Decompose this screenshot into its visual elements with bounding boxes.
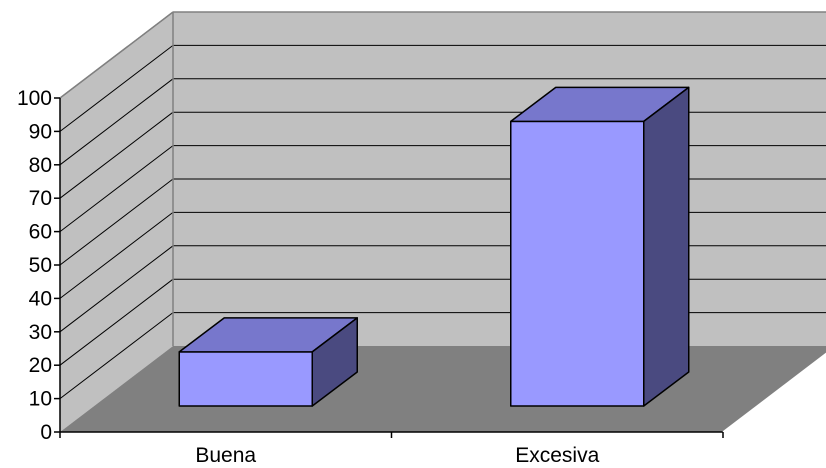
bar-buena — [178, 317, 358, 407]
floor-right-edge — [722, 352, 826, 433]
gridline-side — [59, 245, 174, 333]
bar-front-face — [178, 351, 313, 407]
x-category-label: Excesiva — [515, 444, 599, 467]
side-wall-top-edge — [59, 11, 174, 99]
y-tick-label: 30 — [29, 321, 52, 344]
chart-floor — [60, 346, 826, 432]
x-axis-category-labels: Buena Excesiva — [195, 444, 599, 467]
y-tick-label: 60 — [29, 221, 52, 244]
gridline-side — [59, 178, 174, 266]
y-tick-label: 0 — [40, 421, 52, 444]
gridline-side — [59, 312, 174, 399]
gridline-side — [59, 111, 174, 199]
y-tick-label: 80 — [29, 154, 52, 177]
gridline-side — [59, 278, 174, 366]
bar-side-face — [643, 86, 690, 407]
y-tick-label: 90 — [29, 120, 52, 143]
gridline-side — [59, 45, 174, 132]
floor-plane — [60, 346, 826, 432]
y-tick-label: 70 — [29, 187, 52, 210]
gridline-side — [59, 212, 174, 299]
y-tick-label: 50 — [29, 254, 52, 277]
gridline-side — [59, 78, 174, 166]
gridline-side — [59, 145, 174, 232]
y-tick-label: 40 — [29, 287, 52, 310]
bar-front-face — [510, 120, 645, 407]
gridlines — [59, 11, 826, 399]
y-tick-label: 10 — [29, 388, 52, 411]
y-axis-tick-labels: 0 10 20 30 40 50 60 70 80 90 100 — [17, 87, 52, 444]
y-tick-label: 20 — [29, 354, 52, 377]
bar-side-face — [311, 317, 358, 407]
x-category-label: Buena — [195, 444, 256, 467]
y-tick-label: 100 — [17, 87, 52, 110]
axes — [54, 97, 826, 438]
bar-excesiva — [510, 86, 690, 407]
bars — [178, 86, 690, 407]
